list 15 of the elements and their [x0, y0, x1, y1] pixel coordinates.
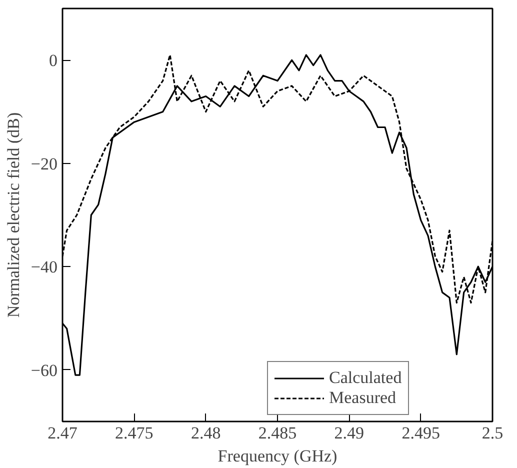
y-tick-label: −40 — [30, 258, 58, 277]
y-tick-label: 0 — [49, 51, 58, 70]
y-tick-label: −20 — [30, 154, 58, 174]
x-tick-label: 2.48 — [190, 424, 221, 442]
x-tick-label: 2.485 — [258, 424, 297, 442]
x-tick-label: 2.475 — [115, 424, 154, 442]
x-axis-title: Frequency (GHz) — [218, 446, 338, 466]
y-tick-label: −60 — [30, 360, 58, 380]
y-axis-title: Normalized electric field (dB) — [4, 112, 23, 318]
x-tick-label: 2.47 — [48, 424, 78, 442]
x-tick-label: 2.495 — [402, 424, 440, 442]
legend-label: Calculated — [329, 368, 402, 388]
x-tick-label: 2.49 — [334, 424, 364, 442]
legend-label: Measured — [329, 388, 396, 408]
x-tick-label: 2.5 — [482, 424, 504, 442]
